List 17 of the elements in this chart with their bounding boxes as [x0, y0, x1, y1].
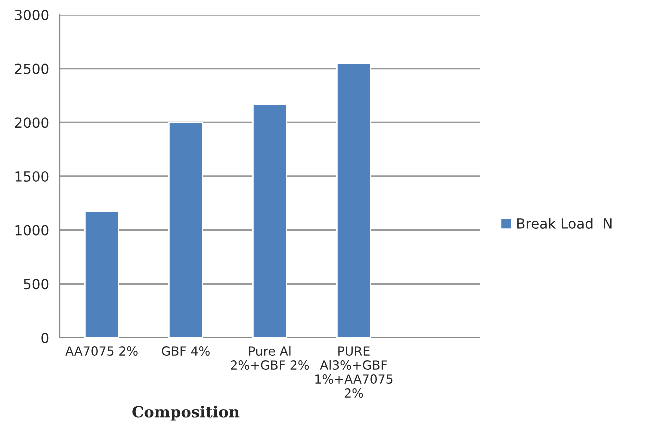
y-tick-label: 500	[24, 279, 49, 290]
bar	[336, 62, 372, 338]
x-tick-label: PURE Al3%+GBF 1%+AA7075 2%	[316, 346, 393, 398]
bar	[84, 210, 120, 338]
x-axis-title: Composition	[132, 406, 240, 421]
bar	[168, 122, 204, 338]
y-tick-label: 3000	[15, 10, 49, 20]
y-tick-label: 0	[42, 332, 49, 344]
y-tick-label: 1500	[16, 171, 49, 182]
y-tick-label: 2000	[15, 118, 49, 128]
legend-label: Break Load N	[518, 218, 612, 229]
bar	[252, 104, 288, 338]
y-tick-label: 2500	[15, 64, 49, 74]
y-tick-label: 1000	[16, 225, 49, 236]
x-tick-label: Pure Al 2%+GBF 2%	[231, 346, 310, 370]
x-tick-label: AA7075 2%	[66, 346, 138, 356]
x-tick-label: GBF 4%	[162, 346, 210, 356]
